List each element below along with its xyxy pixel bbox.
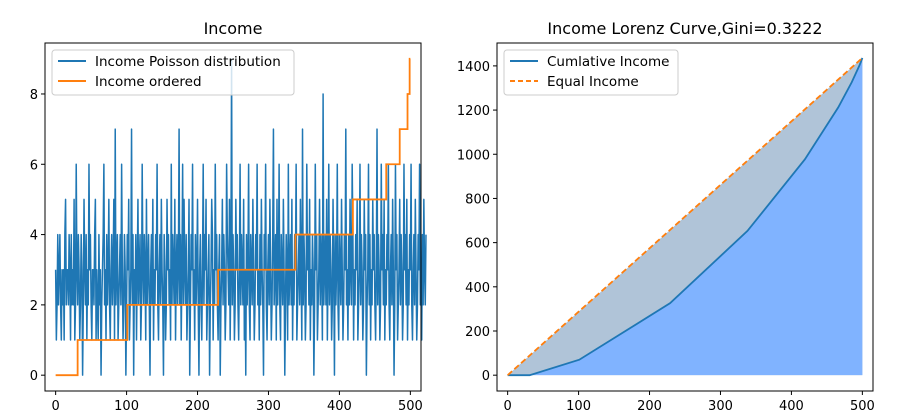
income-axes-frame bbox=[44, 42, 422, 392]
lorenz-legend: Cumlative Income Equal Income bbox=[503, 49, 679, 96]
legend-label-equal: Equal Income bbox=[547, 74, 639, 90]
income-ytick-label: 4 bbox=[30, 229, 38, 244]
lorenz-ytick-label: 1200 bbox=[457, 104, 490, 119]
income-xtick-label: 300 bbox=[256, 399, 281, 414]
series-line-ordered bbox=[55, 57, 411, 377]
legend-label-ordered: Income ordered bbox=[95, 74, 202, 90]
lorenz-ytick-label: 400 bbox=[465, 281, 490, 296]
lorenz-xtick-label: 300 bbox=[708, 399, 733, 414]
lorenz-ytick-label: 1400 bbox=[457, 60, 490, 75]
lorenz-xtick-label: 0 bbox=[504, 399, 512, 414]
income-xtick-label: 0 bbox=[52, 399, 60, 414]
lorenz-legend-box bbox=[503, 49, 679, 96]
income-xtick-label: 400 bbox=[327, 399, 352, 414]
income-plot-area bbox=[54, 57, 427, 377]
lorenz-chart-title: Income Lorenz Curve,Gini=0.3222 bbox=[547, 19, 822, 38]
lorenz-axes-frame bbox=[496, 42, 874, 392]
lorenz-xtick-label: 100 bbox=[566, 399, 591, 414]
income-xtick-label: 100 bbox=[114, 399, 139, 414]
income-xtick-label: 200 bbox=[185, 399, 210, 414]
income-ytick-label: 0 bbox=[30, 369, 38, 384]
income-axis-ticks: 0 100 200 300 400 500 0 2 4 6 8 bbox=[30, 88, 423, 414]
income-legend: Income Poisson distribution Income order… bbox=[51, 49, 295, 96]
series-line-equal bbox=[507, 57, 863, 376]
income-legend-box bbox=[51, 49, 295, 96]
lorenz-xtick-label: 200 bbox=[637, 399, 662, 414]
lorenz-axis-ticks: 0 100 200 300 400 500 0 200 400 600 800 1000 1200 140… bbox=[457, 60, 875, 414]
lorenz-xtick-label: 500 bbox=[850, 399, 875, 414]
series-line-cumulative bbox=[507, 57, 864, 377]
income-ytick-label: 8 bbox=[30, 88, 38, 103]
lorenz-xtick-label: 400 bbox=[779, 399, 804, 414]
cumulative-income-area bbox=[507, 57, 863, 376]
legend-label-poisson: Income Poisson distribution bbox=[95, 54, 281, 70]
legend-label-cumulative: Cumlative Income bbox=[547, 54, 669, 70]
lorenz-ytick-label: 1000 bbox=[457, 148, 490, 163]
lorenz-ytick-label: 200 bbox=[465, 325, 490, 340]
lorenz-subplot: Income Lorenz Curve,Gini=0.3222 0 100 200 3… bbox=[457, 19, 875, 414]
income-chart-title: Income bbox=[204, 19, 263, 38]
income-ytick-label: 6 bbox=[30, 158, 38, 173]
income-ytick-label: 2 bbox=[30, 299, 38, 314]
income-subplot: Income 0 100 200 300 400 500 0 2 4 6 8 Income Pois… bbox=[30, 19, 427, 414]
lorenz-ytick-label: 800 bbox=[465, 192, 490, 207]
lorenz-ytick-label: 600 bbox=[465, 237, 490, 252]
lorenz-ytick-label: 0 bbox=[482, 369, 490, 384]
income-xtick-label: 500 bbox=[398, 399, 423, 414]
lorenz-plot-area bbox=[507, 57, 864, 377]
